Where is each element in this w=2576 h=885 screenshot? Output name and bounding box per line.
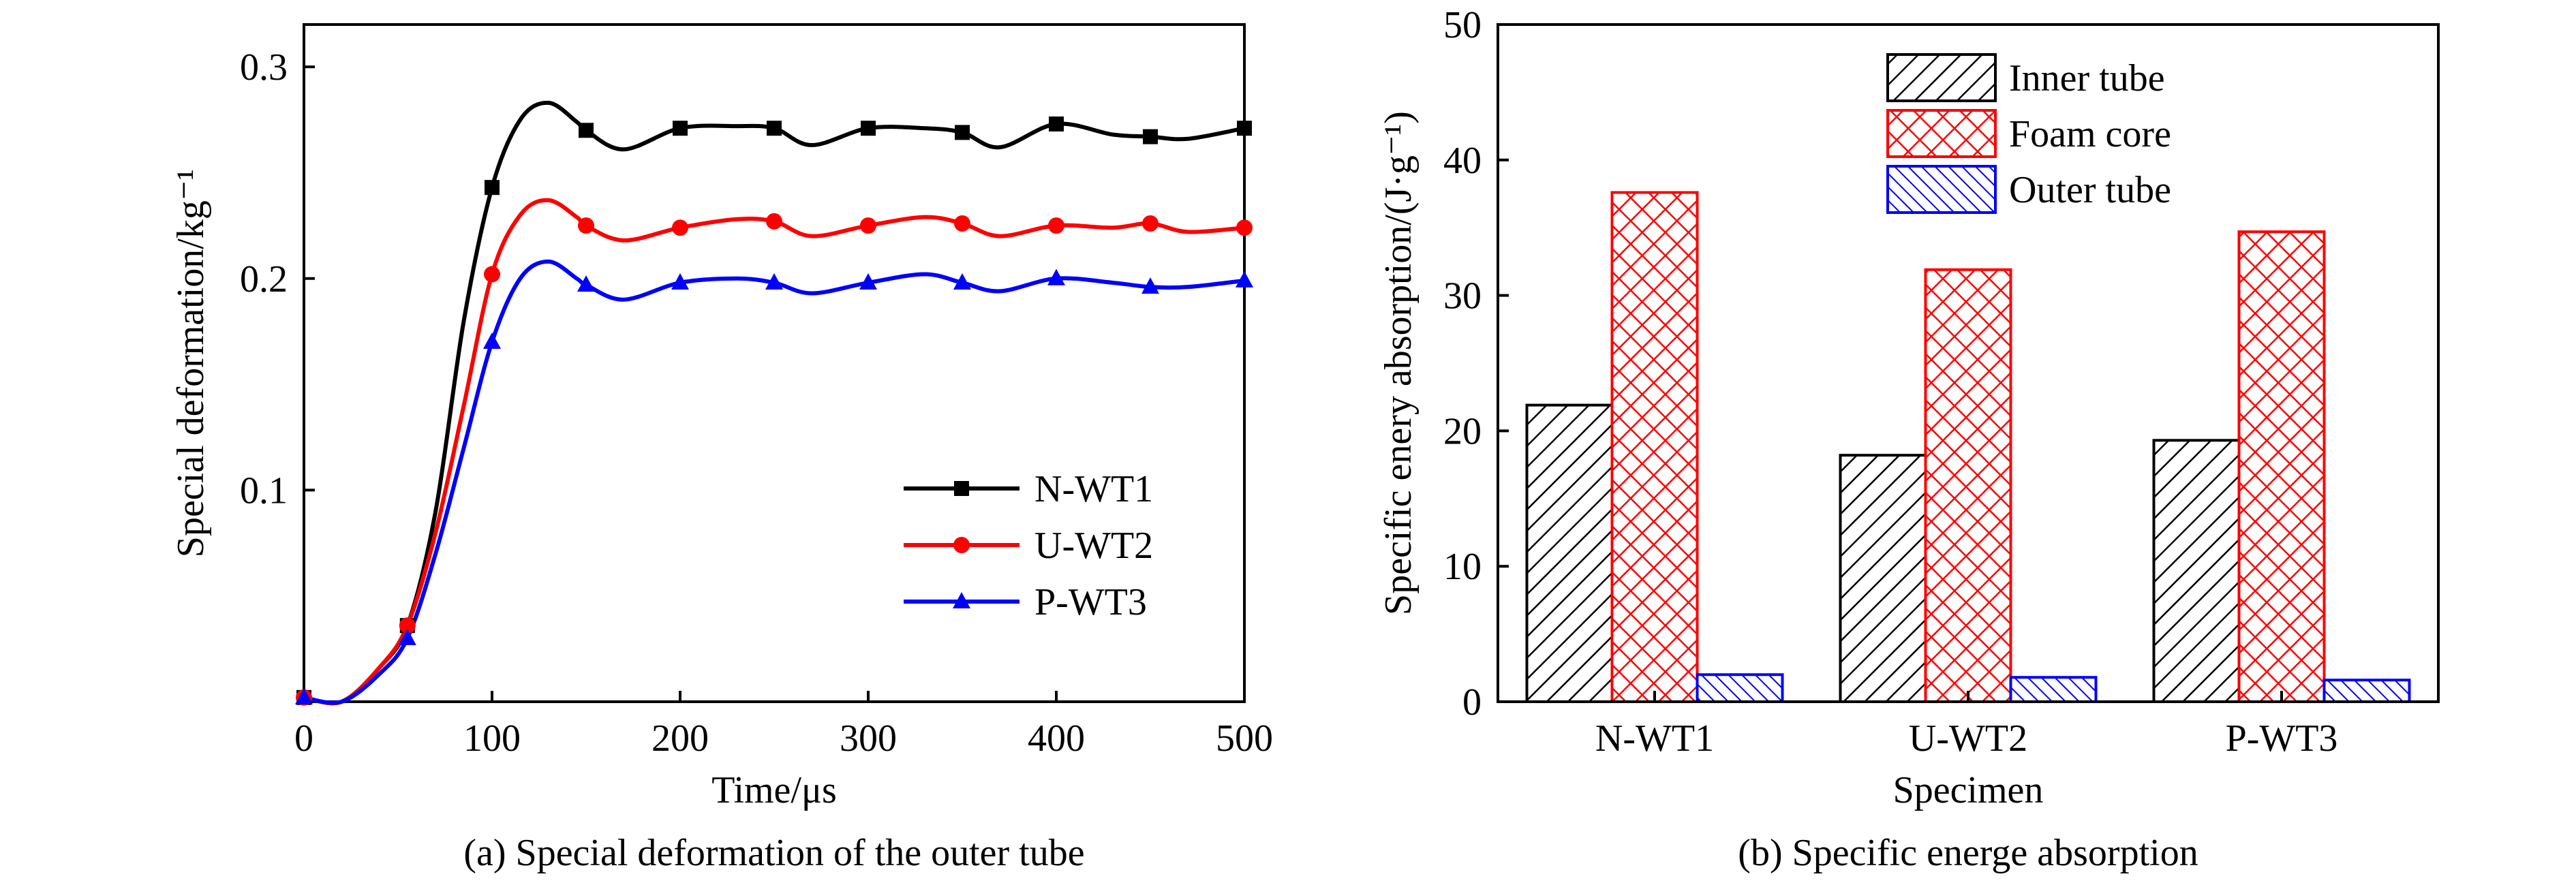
legend-marker [954,481,969,496]
data-point-n-wt1 [579,123,594,138]
data-point-p-wt3 [295,687,313,704]
y-tick-label: 50 [1443,4,1482,46]
x-tick-label: P-WT3 [2226,717,2338,760]
bar-inner-tube [2152,439,2241,703]
data-point-u-wt2 [399,617,416,634]
bar-foam-core [1924,268,2012,703]
data-point-n-wt1 [861,121,876,136]
deformation-line-chart: 0 100 200 300 400 500 0.1 0.2 0.3 N-WT1 U-WT2 P-WT… [170,23,1273,874]
data-point-u-wt2 [766,213,782,230]
data-point-p-wt3 [1141,277,1159,294]
bar-outer-tube [2322,679,2411,704]
bar-outer-tube [1696,673,1784,703]
x-tick-label: 100 [463,717,521,760]
data-point-u-wt2 [578,217,594,234]
x-axis-label: Specimen [1893,769,2044,811]
legend-swatch [1886,53,1997,102]
legend-swatch [1886,165,1997,214]
legend-swatch [1886,109,1997,158]
axis-ticks: 0 100 200 300 400 500 0.1 0.2 0.3 [240,46,1273,760]
legend-label: U-WT2 [1034,525,1153,567]
legend-label: Outer tube [2009,169,2171,211]
legend-label: Inner tube [2009,57,2165,99]
legend-marker [953,537,970,553]
legend-marker [953,592,970,608]
y-axis-label: Specific enery absorption/(J·g⁻¹) [1377,111,1420,615]
legend: Inner tube Foam core Outer tube [1886,53,2171,214]
legend-label: Foam core [2009,113,2171,155]
x-tick-label: 400 [1028,717,1085,760]
data-point-n-wt1 [1049,116,1064,131]
y-tick-label: 20 [1443,410,1482,452]
y-tick-label: 40 [1443,140,1482,182]
bar-outer-tube [2009,676,2098,704]
data-point-p-wt3 [1047,268,1065,285]
data-point-u-wt2 [954,215,970,232]
data-point-u-wt2 [860,217,876,234]
data-point-p-wt3 [483,332,501,349]
bars [1525,191,2411,704]
x-tick-label: 0 [294,717,313,760]
x-tick-label: N-WT1 [1595,717,1714,760]
x-axis-label: Time/μs [711,769,837,811]
y-tick-label: 0.2 [240,258,288,300]
bar-foam-core [2237,230,2326,703]
data-point-u-wt2 [1236,219,1253,236]
data-point-p-wt3 [859,273,877,290]
data-point-p-wt3 [671,273,689,290]
data-point-p-wt3 [577,275,595,292]
data-point-u-wt2 [1048,217,1064,234]
data-point-p-wt3 [765,273,783,290]
energy-absorption-bar-chart: 0 10 20 30 40 50 N-WT1 U-WT2 P-WT3 Inner tube Foa… [1377,4,2440,874]
panel-caption: (b) Specific energe absorption [1738,832,2198,874]
legend-label: P-WT3 [1034,581,1147,623]
bar-foam-core [1610,191,1699,703]
data-point-n-wt1 [673,121,688,136]
plot-frame [303,23,1246,703]
x-tick-label: 500 [1216,717,1273,760]
panel-caption: (a) Special deformation of the outer tub… [463,832,1084,874]
series-markers [295,116,1253,706]
y-tick-label: 10 [1443,546,1482,588]
data-point-p-wt3 [398,628,416,645]
data-point-p-wt3 [953,273,971,290]
data-point-u-wt2 [484,266,500,283]
axis-ticks: 0 10 20 30 40 50 N-WT1 U-WT2 P-WT3 [1443,4,2337,760]
data-point-n-wt1 [955,125,970,140]
x-tick-label: 300 [840,717,897,760]
data-point-u-wt2 [672,219,688,236]
y-tick-label: 30 [1443,275,1482,317]
y-tick-label: 0.3 [240,46,288,89]
data-point-p-wt3 [1236,270,1253,288]
data-point-n-wt1 [767,121,782,136]
y-tick-label: 0.1 [240,469,288,512]
data-point-n-wt1 [1237,121,1252,136]
bar-inner-tube [1839,454,1927,704]
bar-inner-tube [1525,403,1614,703]
data-point-n-wt1 [485,180,500,196]
x-tick-label: 200 [651,717,709,760]
data-point-u-wt2 [1142,215,1159,232]
legend: N-WT1 U-WT2 P-WT3 [904,468,1153,623]
legend-label: N-WT1 [1034,468,1153,510]
y-axis-label: Special deformation/kg⁻¹ [170,169,212,557]
x-tick-label: U-WT2 [1909,717,2027,760]
data-point-n-wt1 [1143,129,1158,144]
y-tick-label: 0 [1462,681,1482,724]
series-line-n-wt1 [303,100,1245,706]
